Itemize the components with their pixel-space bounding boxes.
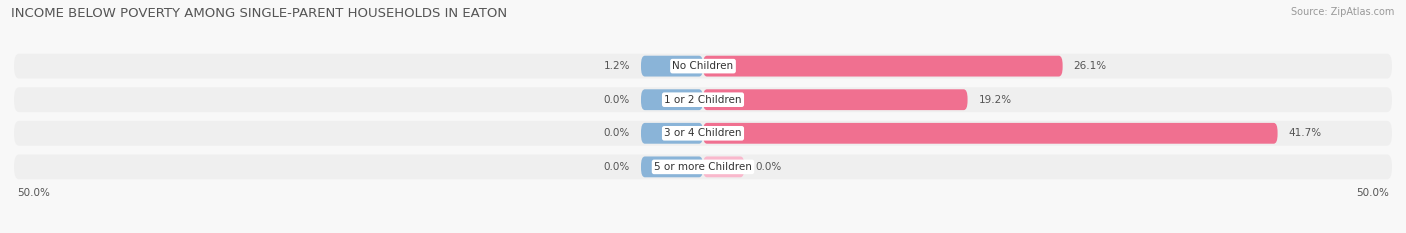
Text: 3 or 4 Children: 3 or 4 Children <box>664 128 742 138</box>
FancyBboxPatch shape <box>703 123 1278 144</box>
Text: 0.0%: 0.0% <box>603 162 630 172</box>
FancyBboxPatch shape <box>14 54 1392 79</box>
Text: INCOME BELOW POVERTY AMONG SINGLE-PARENT HOUSEHOLDS IN EATON: INCOME BELOW POVERTY AMONG SINGLE-PARENT… <box>11 7 508 20</box>
FancyBboxPatch shape <box>703 157 744 177</box>
Text: 50.0%: 50.0% <box>1357 188 1389 198</box>
Text: Source: ZipAtlas.com: Source: ZipAtlas.com <box>1291 7 1395 17</box>
FancyBboxPatch shape <box>641 56 703 76</box>
Text: 41.7%: 41.7% <box>1289 128 1322 138</box>
FancyBboxPatch shape <box>641 157 703 177</box>
Text: 19.2%: 19.2% <box>979 95 1012 105</box>
Text: 0.0%: 0.0% <box>755 162 782 172</box>
FancyBboxPatch shape <box>641 123 703 144</box>
Text: 5 or more Children: 5 or more Children <box>654 162 752 172</box>
Text: 50.0%: 50.0% <box>17 188 49 198</box>
FancyBboxPatch shape <box>14 87 1392 112</box>
FancyBboxPatch shape <box>703 56 1063 76</box>
FancyBboxPatch shape <box>703 89 967 110</box>
FancyBboxPatch shape <box>14 121 1392 146</box>
Text: No Children: No Children <box>672 61 734 71</box>
FancyBboxPatch shape <box>14 154 1392 179</box>
Text: 1.2%: 1.2% <box>603 61 630 71</box>
Text: 0.0%: 0.0% <box>603 128 630 138</box>
Text: 26.1%: 26.1% <box>1074 61 1107 71</box>
FancyBboxPatch shape <box>641 89 703 110</box>
Text: 1 or 2 Children: 1 or 2 Children <box>664 95 742 105</box>
Text: 0.0%: 0.0% <box>603 95 630 105</box>
